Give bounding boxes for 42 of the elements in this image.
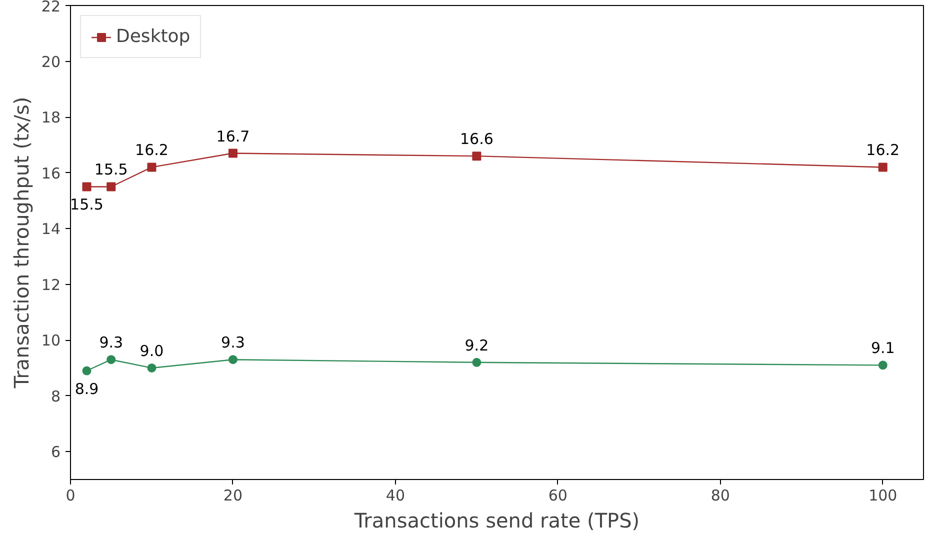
x-axis-title: Transactions send rate (TPS) xyxy=(353,508,640,532)
y-tick-label: 14 xyxy=(41,220,61,238)
point xyxy=(472,152,482,161)
x-tick-label: 60 xyxy=(548,486,568,504)
y-tick-label: 6 xyxy=(50,443,61,462)
y-tick-label: 20 xyxy=(41,52,61,71)
point xyxy=(228,148,238,158)
x-tick-label: 20 xyxy=(223,486,243,504)
point xyxy=(878,162,888,172)
data-label: 16.7 xyxy=(216,127,250,146)
data-label: 8.9 xyxy=(74,380,99,398)
x-tick-label: 40 xyxy=(386,486,406,504)
data-label: 9.0 xyxy=(140,342,164,360)
y-tick-label: 8 xyxy=(50,387,61,406)
y-tick-label: 18 xyxy=(41,108,61,127)
y-tick-label: 22 xyxy=(41,0,61,16)
point xyxy=(228,355,238,364)
x-tick-label: 80 xyxy=(710,486,730,504)
y-tick-label: 16 xyxy=(41,164,61,182)
data-label: 15.5 xyxy=(70,196,104,214)
y-axis-title: Transaction throughput (tx/s) xyxy=(9,96,34,390)
data-label: 9.3 xyxy=(221,334,245,352)
point xyxy=(472,358,482,367)
data-label: 9.1 xyxy=(870,339,895,358)
point xyxy=(106,355,116,364)
legend-label: Desktop xyxy=(116,26,190,47)
y-tick-label: 12 xyxy=(41,276,61,294)
point xyxy=(106,182,116,192)
point xyxy=(82,366,92,376)
point xyxy=(147,162,156,172)
data-label: 9.2 xyxy=(464,336,489,354)
data-label: 16.2 xyxy=(866,141,900,160)
point xyxy=(82,182,92,192)
data-label: 15.5 xyxy=(94,160,128,179)
x-tick-label: 100 xyxy=(868,486,898,504)
data-label: 9.3 xyxy=(99,334,124,352)
point xyxy=(878,360,888,370)
point xyxy=(147,363,156,372)
data-label: 16.6 xyxy=(460,130,494,148)
data-label: 16.2 xyxy=(135,141,168,160)
x-tick-label: 0 xyxy=(66,486,76,504)
y-tick-label: 10 xyxy=(41,332,61,350)
